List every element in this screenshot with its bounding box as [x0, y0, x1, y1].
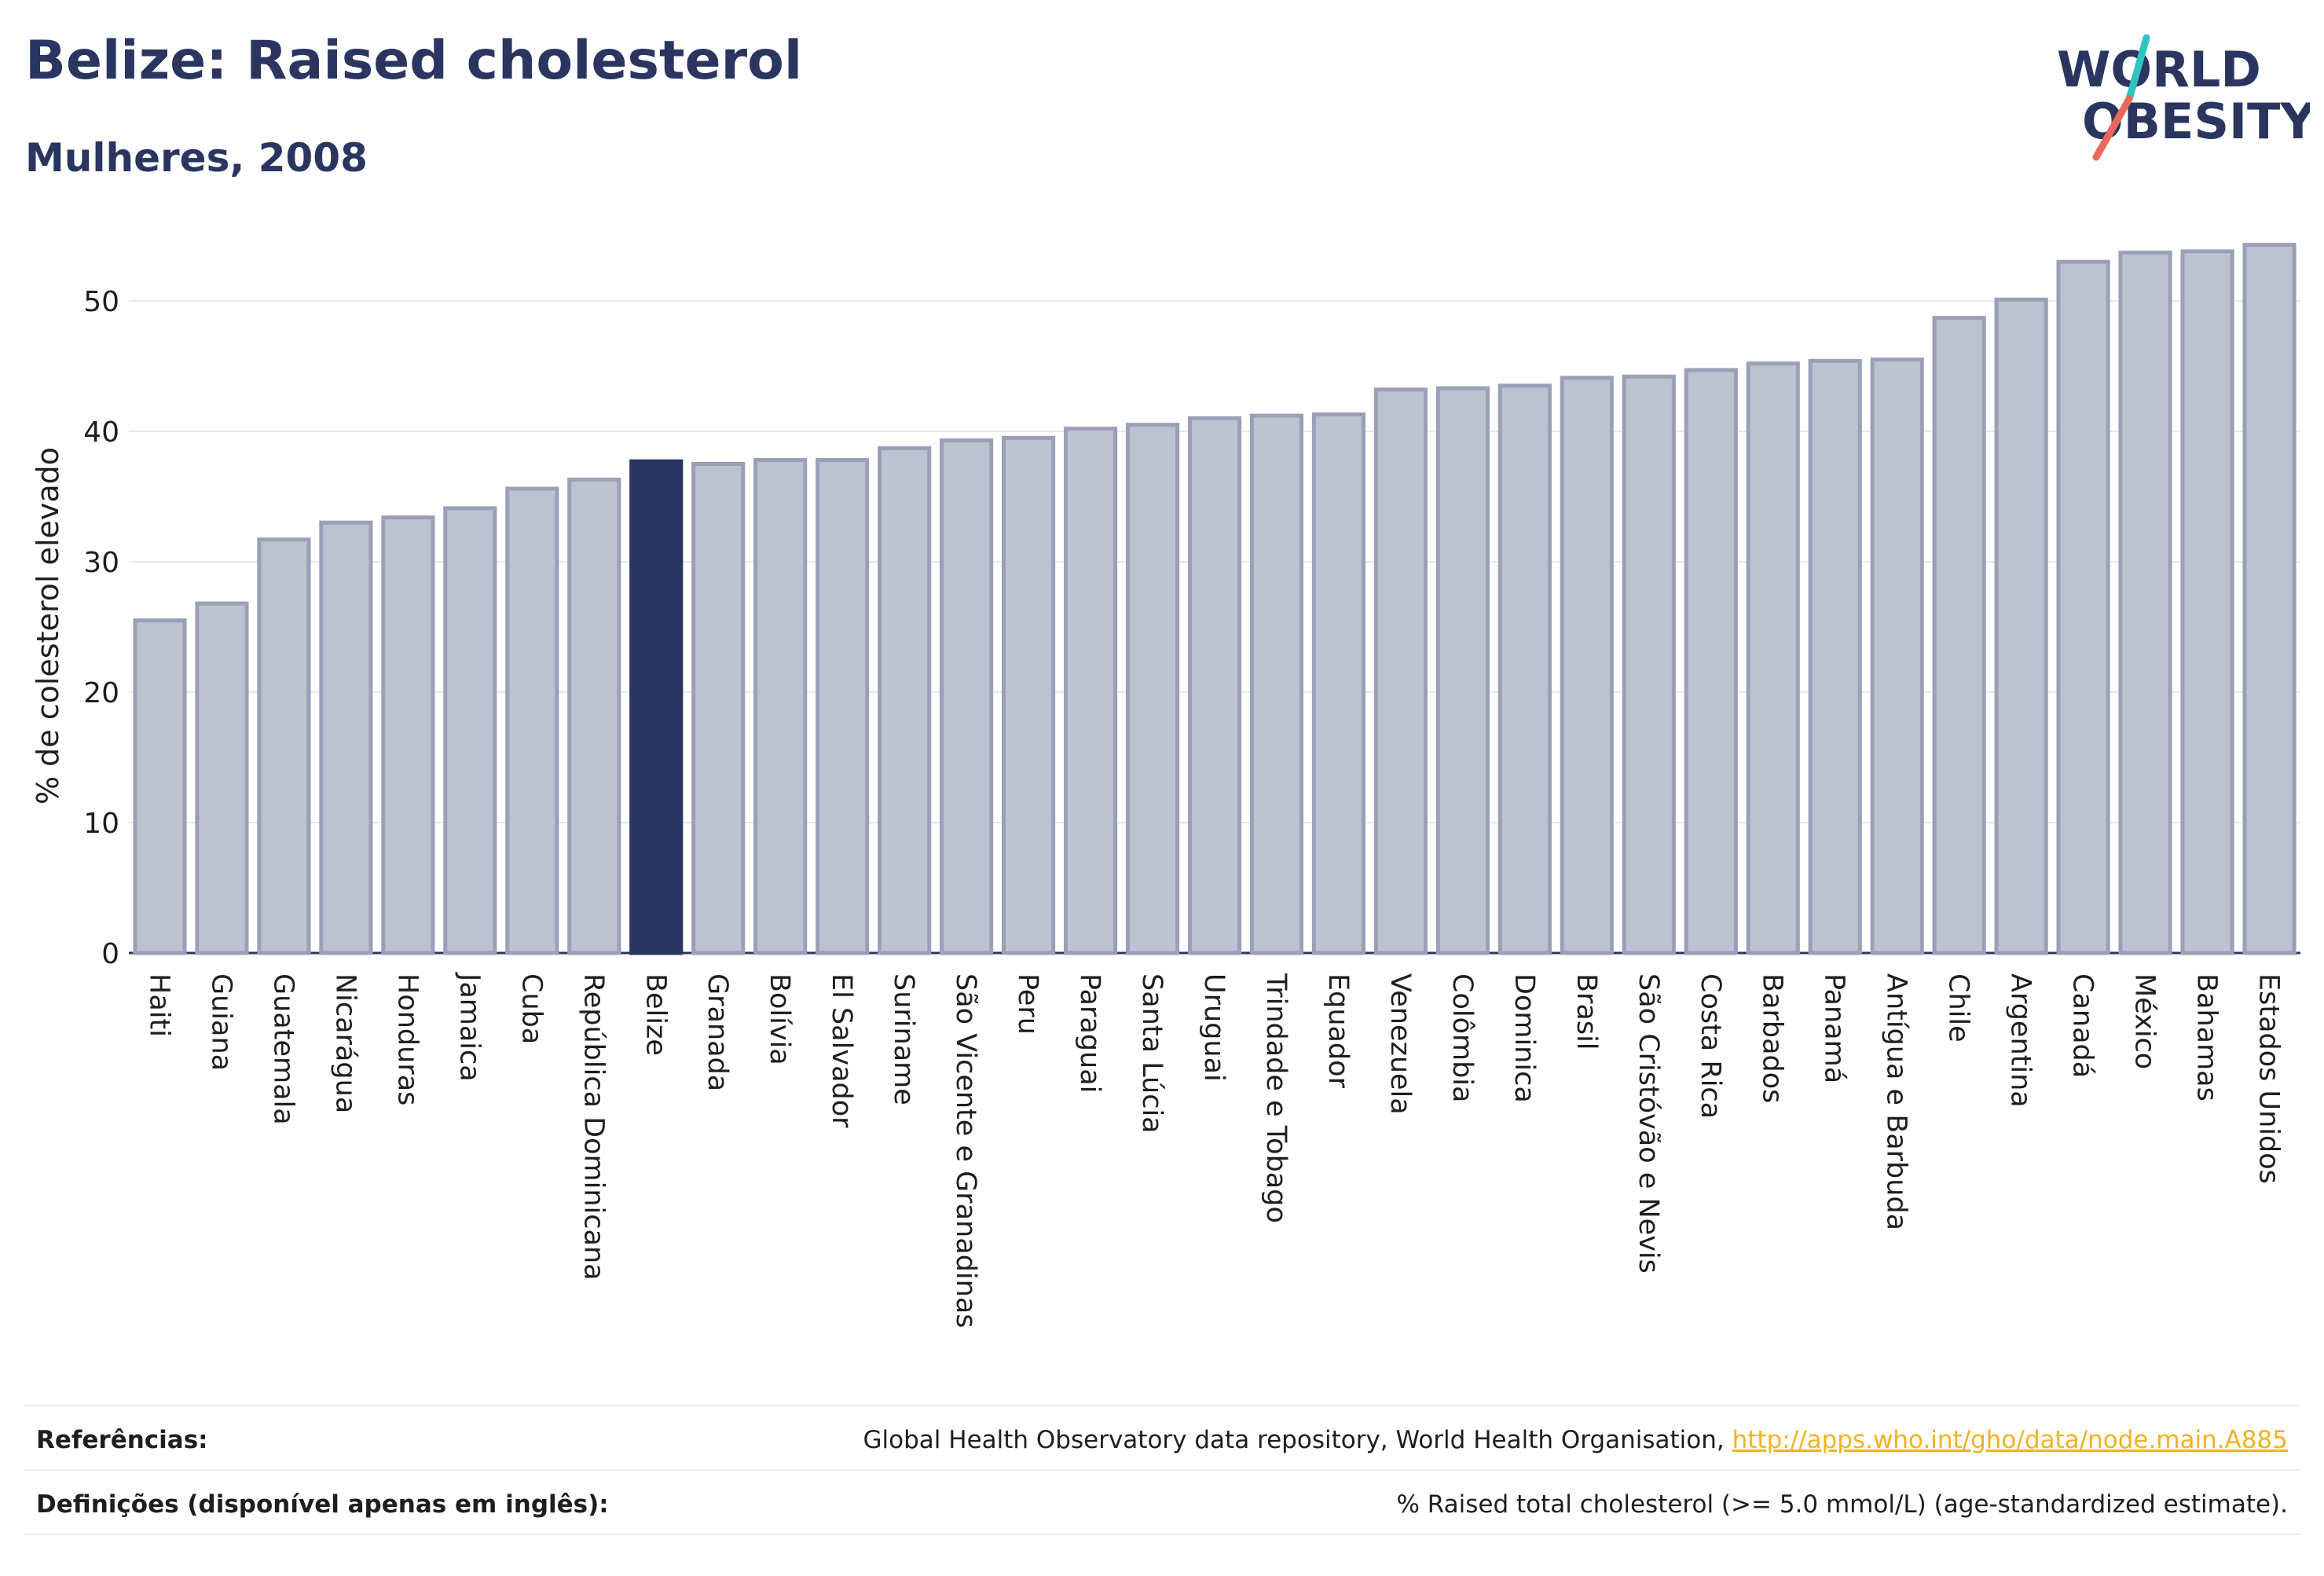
x-tick-label: Panamá — [1819, 973, 1850, 1083]
y-tick-label: 40 — [83, 416, 119, 449]
y-tick-label: 30 — [83, 547, 119, 579]
bar-equador[interactable] — [1311, 412, 1366, 955]
bar-peru[interactable] — [1001, 435, 1056, 955]
chart-title: Belize: Raised cholesterol — [25, 30, 803, 92]
x-tick-label: Paraguai — [1074, 973, 1105, 1093]
bar-canadá[interactable] — [2056, 259, 2110, 955]
x-tick-label: Guiana — [205, 973, 236, 1071]
bar-brasil[interactable] — [1560, 376, 1614, 955]
logo-slash-teal — [2125, 34, 2150, 103]
y-axis-title: % de colesterol elevado — [31, 447, 65, 804]
x-tick-label: São Cristóvão e Nevis — [1633, 973, 1664, 1274]
bar-honduras[interactable] — [381, 515, 435, 955]
bar-granada[interactable] — [691, 462, 746, 955]
x-tick-label: Cuba — [515, 973, 547, 1044]
x-tick-label: Suriname — [888, 973, 919, 1105]
bar-bolívia[interactable] — [753, 458, 808, 955]
x-tick-label: Granada — [702, 973, 733, 1091]
bar-panamá[interactable] — [1808, 358, 1862, 955]
x-tick-label: Bolívia — [764, 973, 795, 1065]
bar-el-salvador[interactable] — [816, 458, 870, 955]
x-tick-label: Santa Lúcia — [1136, 973, 1167, 1134]
x-tick-labels: Haiti Guiana Guatemala Nicarágua Honduras Jam… — [143, 972, 2284, 1329]
bar-chart: 0 10 20 30 40 50 Haiti Guiana Guatemala Nicarágu… — [31, 243, 2300, 1329]
x-tick-label: Costa Rica — [1695, 973, 1726, 1119]
footer-divider-middle — [24, 1469, 2300, 1471]
bar-paraguai[interactable] — [1063, 427, 1118, 955]
bar-guiana[interactable] — [195, 601, 249, 955]
x-tick-label: Nicarágua — [329, 973, 361, 1113]
bar-colômbia[interactable] — [1435, 386, 1490, 955]
x-tick-label: Equador — [1322, 973, 1354, 1089]
bar-barbados[interactable] — [1746, 361, 1800, 955]
x-tick-label: Bahamas — [2191, 973, 2223, 1101]
x-tick-label: Dominica — [1508, 973, 1540, 1103]
y-tick-label: 10 — [83, 808, 119, 840]
x-tick-label: Uruguai — [1198, 973, 1230, 1082]
definitions-label: Definições (disponível apenas em inglês)… — [36, 1490, 609, 1519]
x-tick-label: Barbados — [1757, 973, 1788, 1103]
references-value: Global Health Observatory data repositor… — [863, 1426, 2288, 1454]
footer-divider-bottom — [24, 1534, 2300, 1535]
bar-méxico[interactable] — [2118, 251, 2172, 955]
y-tick-label: 20 — [83, 677, 119, 709]
chart-subtitle: Mulheres, 2008 — [25, 135, 368, 181]
world-obesity-logo[interactable]: WORLD OBESITY — [2043, 31, 2310, 173]
x-tick-label: São Vicente e Granadinas — [950, 973, 981, 1329]
references-label: Referências: — [36, 1426, 208, 1454]
x-tick-label: Canadá — [2067, 973, 2099, 1078]
bar-trindade-e-tobago[interactable] — [1249, 413, 1304, 955]
x-tick-label: Chile — [1943, 973, 1974, 1043]
bar-dominica[interactable] — [1497, 383, 1552, 955]
bar-nicarágua[interactable] — [319, 520, 373, 955]
x-tick-label: Antígua e Barbuda — [1881, 973, 1912, 1230]
logo-line-1: WORLD — [2057, 41, 2261, 98]
x-tick-label: Belize — [640, 973, 671, 1056]
bar-belize[interactable] — [629, 459, 684, 955]
bar-jamaica[interactable] — [443, 506, 497, 955]
x-tick-label: México — [2129, 973, 2161, 1069]
logo-slash-coral — [2092, 95, 2133, 161]
footer-divider-top — [24, 1405, 2300, 1406]
bar-guatemala[interactable] — [257, 537, 311, 955]
x-tick-label: Venezuela — [1384, 973, 1416, 1115]
x-tick-label: Peru — [1012, 973, 1043, 1035]
x-tick-label: Brasil — [1571, 973, 1602, 1050]
bar-venezuela[interactable] — [1373, 387, 1428, 955]
y-tick-label: 50 — [83, 286, 119, 318]
y-tick-labels: 0 10 20 30 40 50 — [83, 286, 119, 970]
bar-santa-lúcia[interactable] — [1125, 423, 1180, 955]
x-tick-label: Honduras — [391, 973, 423, 1105]
bars — [133, 243, 2297, 955]
bar-cuba[interactable] — [505, 486, 559, 955]
bar-república-dominicana[interactable] — [567, 477, 621, 955]
references-link[interactable]: http://apps.who.int/gho/data/node.main.A… — [1732, 1426, 2288, 1454]
x-tick-label: Argentina — [2005, 973, 2036, 1108]
x-tick-label: Estados Unidos — [2253, 973, 2285, 1184]
bar-haiti[interactable] — [133, 618, 187, 955]
x-tick-label: Colômbia — [1446, 973, 1478, 1102]
x-tick-label: Trindade e Tobago — [1260, 973, 1292, 1223]
definitions-value: % Raised total cholesterol (>= 5.0 mmol/… — [1396, 1490, 2288, 1519]
bar-são-cristóvão-e-nevis[interactable] — [1622, 374, 1676, 955]
bar-bahamas[interactable] — [2180, 249, 2234, 955]
x-tick-label: El Salvador — [826, 973, 857, 1128]
bar-uruguai[interactable] — [1187, 416, 1242, 955]
x-tick-label: Jamaica — [453, 972, 485, 1082]
bar-antígua-e-barbuda[interactable] — [1870, 357, 1924, 955]
x-tick-label: República Dominicana — [577, 973, 609, 1281]
bar-são-vicente-e-granadinas[interactable] — [940, 438, 994, 955]
x-tick-label: Haiti — [143, 973, 174, 1037]
x-tick-label: Guatemala — [267, 973, 299, 1125]
bar-costa-rica[interactable] — [1684, 368, 1738, 955]
bar-argentina[interactable] — [1994, 297, 2048, 955]
references-text: Global Health Observatory data repositor… — [863, 1426, 1732, 1454]
bar-chile[interactable] — [1932, 316, 1986, 955]
bar-suriname[interactable] — [878, 446, 932, 955]
y-tick-label: 0 — [101, 938, 119, 970]
bar-estados-unidos[interactable] — [2242, 243, 2297, 955]
